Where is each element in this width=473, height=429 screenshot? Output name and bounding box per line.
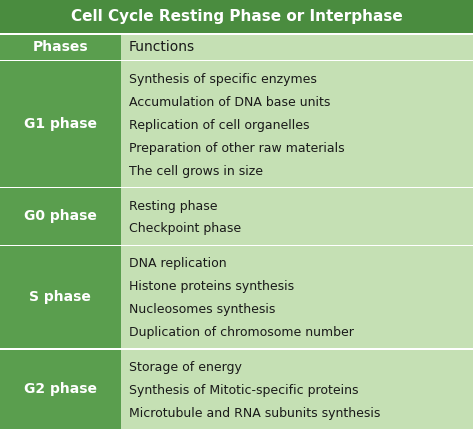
Text: Functions: Functions xyxy=(129,40,195,54)
Text: Histone proteins synthesis: Histone proteins synthesis xyxy=(129,280,294,293)
Text: Phases: Phases xyxy=(33,40,88,54)
Text: Checkpoint phase: Checkpoint phase xyxy=(129,223,241,236)
Text: Duplication of chromosome number: Duplication of chromosome number xyxy=(129,326,353,339)
Text: G0 phase: G0 phase xyxy=(24,209,97,224)
Bar xyxy=(0,35,121,60)
Bar xyxy=(121,188,473,245)
Text: S phase: S phase xyxy=(29,290,91,304)
Bar xyxy=(121,35,473,60)
Text: G2 phase: G2 phase xyxy=(24,382,97,396)
Bar xyxy=(0,188,121,245)
Text: The cell grows in size: The cell grows in size xyxy=(129,165,263,178)
Bar xyxy=(0,246,121,348)
Text: Nucleosomes synthesis: Nucleosomes synthesis xyxy=(129,303,275,316)
Bar xyxy=(121,246,473,348)
Bar xyxy=(0,61,121,187)
Text: Storage of energy: Storage of energy xyxy=(129,361,242,374)
Text: Synthesis of Mitotic-specific proteins: Synthesis of Mitotic-specific proteins xyxy=(129,384,358,397)
Text: Resting phase: Resting phase xyxy=(129,199,217,212)
Text: Accumulation of DNA base units: Accumulation of DNA base units xyxy=(129,96,330,109)
Text: Microtubule and RNA subunits synthesis: Microtubule and RNA subunits synthesis xyxy=(129,407,380,420)
Text: DNA replication: DNA replication xyxy=(129,257,226,270)
Text: Replication of cell organelles: Replication of cell organelles xyxy=(129,119,309,132)
Bar xyxy=(121,61,473,187)
Text: G1 phase: G1 phase xyxy=(24,117,97,131)
Text: Cell Cycle Resting Phase or Interphase: Cell Cycle Resting Phase or Interphase xyxy=(70,9,403,24)
Bar xyxy=(121,350,473,429)
Text: Synthesis of specific enzymes: Synthesis of specific enzymes xyxy=(129,73,316,86)
Text: Preparation of other raw materials: Preparation of other raw materials xyxy=(129,142,344,155)
Bar xyxy=(0,0,473,33)
Bar xyxy=(0,350,121,429)
